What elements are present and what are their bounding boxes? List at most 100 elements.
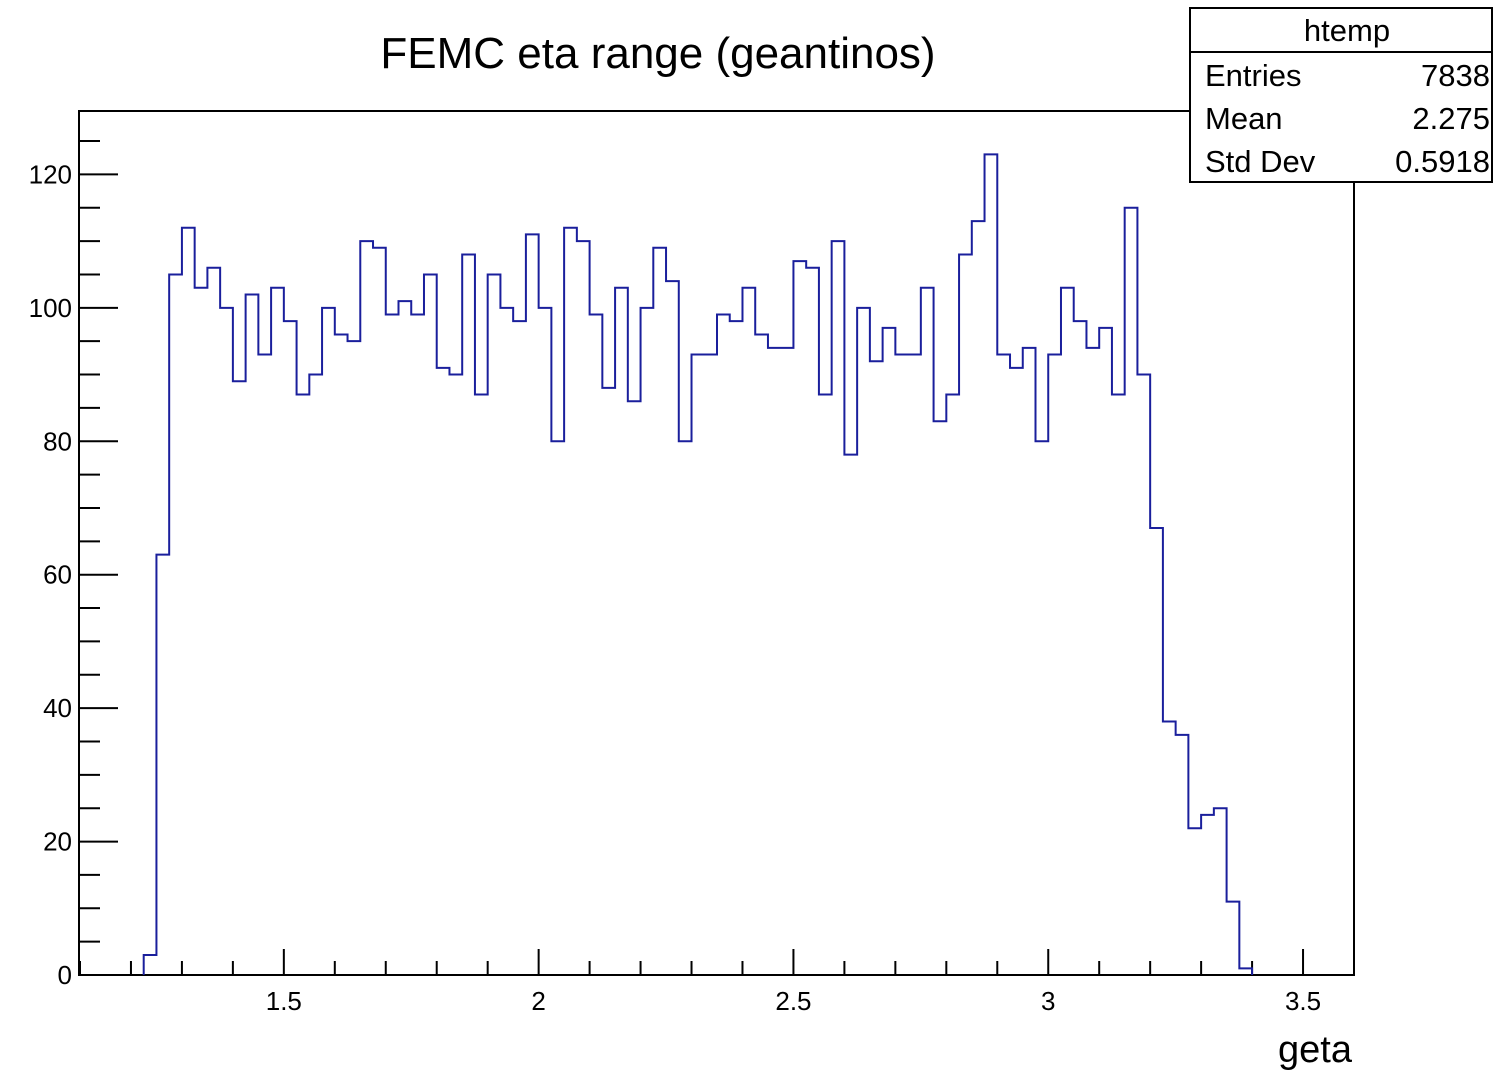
histogram-bin <box>386 314 399 975</box>
histogram-series-line <box>142 153 1254 975</box>
x-tick-label: 3.5 <box>1285 986 1321 1016</box>
histogram-bin <box>1150 528 1163 975</box>
histogram-bin <box>1163 721 1176 975</box>
histogram-bin <box>500 308 513 975</box>
histogram-bins <box>144 154 1252 975</box>
y-axis-ticks <box>80 140 118 976</box>
histogram-bin <box>297 395 310 975</box>
histogram-bin <box>615 288 628 975</box>
x-axis-tick-labels: 1.5 2 2.5 3 3.5 <box>266 986 1321 1016</box>
histogram-bin <box>335 335 348 975</box>
histogram-bin <box>883 328 896 975</box>
histogram-bin <box>1010 368 1023 975</box>
histogram-bin <box>488 274 501 975</box>
histogram-bin <box>564 228 577 975</box>
histogram-bin <box>513 321 526 975</box>
histogram-bin <box>755 335 768 975</box>
histogram-bin <box>1176 735 1189 975</box>
histogram-bin <box>921 288 934 975</box>
stats-value-stddev: 0.5918 <box>1395 144 1490 179</box>
histogram-bin <box>271 288 284 975</box>
histogram-bin <box>1036 441 1049 975</box>
histogram-bin <box>348 341 361 975</box>
histogram-bin <box>322 308 335 975</box>
y-axis-tick-labels: 0 20 40 60 80 100 120 <box>29 159 72 990</box>
histogram-bin <box>934 421 947 975</box>
histogram-bin <box>284 321 297 975</box>
histogram-bin <box>475 395 488 975</box>
histogram-bin <box>844 455 857 975</box>
histogram-bin <box>1086 348 1099 975</box>
histogram-bin <box>437 368 450 975</box>
histogram-bin <box>309 375 322 975</box>
histogram-bin <box>1201 815 1214 975</box>
y-tick-label: 40 <box>43 693 72 723</box>
y-tick-label: 60 <box>43 560 72 590</box>
histogram-bin <box>742 288 755 975</box>
histogram-bin <box>985 154 998 975</box>
histogram-bin <box>195 288 208 975</box>
histogram-bin <box>1137 375 1150 975</box>
stats-label-stddev: Std Dev <box>1205 144 1316 179</box>
histogram-bin <box>692 355 705 975</box>
stats-value-entries: 7838 <box>1421 58 1490 93</box>
x-tick-label: 3 <box>1041 986 1055 1016</box>
histogram-bin <box>908 355 921 975</box>
plot-frame <box>78 110 1355 976</box>
histogram-bin <box>462 254 475 975</box>
histogram-bin <box>997 355 1010 975</box>
histogram-bin <box>1048 355 1061 975</box>
histogram-bin <box>946 395 959 975</box>
histogram-bin <box>449 375 462 975</box>
histogram-bin <box>832 241 845 975</box>
histogram-bin <box>1227 902 1240 975</box>
y-tick-label: 100 <box>29 293 72 323</box>
histogram-bin <box>730 321 743 975</box>
histogram-bin <box>144 955 157 975</box>
x-tick-label: 2 <box>531 986 545 1016</box>
histogram-bin <box>156 555 169 975</box>
histogram-bin <box>577 241 590 975</box>
histogram-bin <box>653 248 666 975</box>
histogram-bin <box>526 234 539 975</box>
histogram-bin <box>704 355 717 975</box>
histogram-bin <box>1061 288 1074 975</box>
stats-label-mean: Mean <box>1205 101 1283 136</box>
histogram-bin <box>895 355 908 975</box>
x-tick-label: 1.5 <box>266 986 302 1016</box>
histogram-bin <box>424 274 437 975</box>
histogram-bin <box>781 348 794 975</box>
stats-value-mean: 2.275 <box>1412 101 1490 136</box>
histogram-bin <box>258 355 271 975</box>
histogram-bin <box>246 294 259 975</box>
histogram-bin <box>590 314 603 975</box>
x-tick-label: 2.5 <box>775 986 811 1016</box>
y-tick-label: 120 <box>29 159 72 189</box>
histogram-bin <box>233 381 246 975</box>
histogram-bin <box>666 281 679 975</box>
histogram-bin <box>399 301 412 975</box>
histogram-bin <box>207 268 220 975</box>
stats-box-title: htemp <box>1304 13 1390 48</box>
histogram-bin <box>870 361 883 975</box>
histogram-bin <box>551 441 564 975</box>
histogram-bin <box>182 228 195 975</box>
histogram-bin <box>411 314 424 975</box>
stats-label-entries: Entries <box>1205 58 1301 93</box>
histogram-bin <box>1099 328 1112 975</box>
histogram-bin <box>539 308 552 975</box>
histogram-bin <box>793 261 806 975</box>
histogram-bin <box>602 388 615 975</box>
y-tick-label: 0 <box>58 960 72 990</box>
histogram-bin <box>641 308 654 975</box>
histogram-bin <box>1125 208 1138 975</box>
histogram-bin <box>819 395 832 975</box>
histogram-bin <box>1023 348 1036 975</box>
histogram-bin <box>1214 808 1227 975</box>
histogram-bin <box>768 348 781 975</box>
histogram-bin <box>972 221 985 975</box>
histogram-bin <box>1188 828 1201 975</box>
x-axis-label: geta <box>1278 1029 1353 1071</box>
histogram-bin <box>1112 395 1125 975</box>
